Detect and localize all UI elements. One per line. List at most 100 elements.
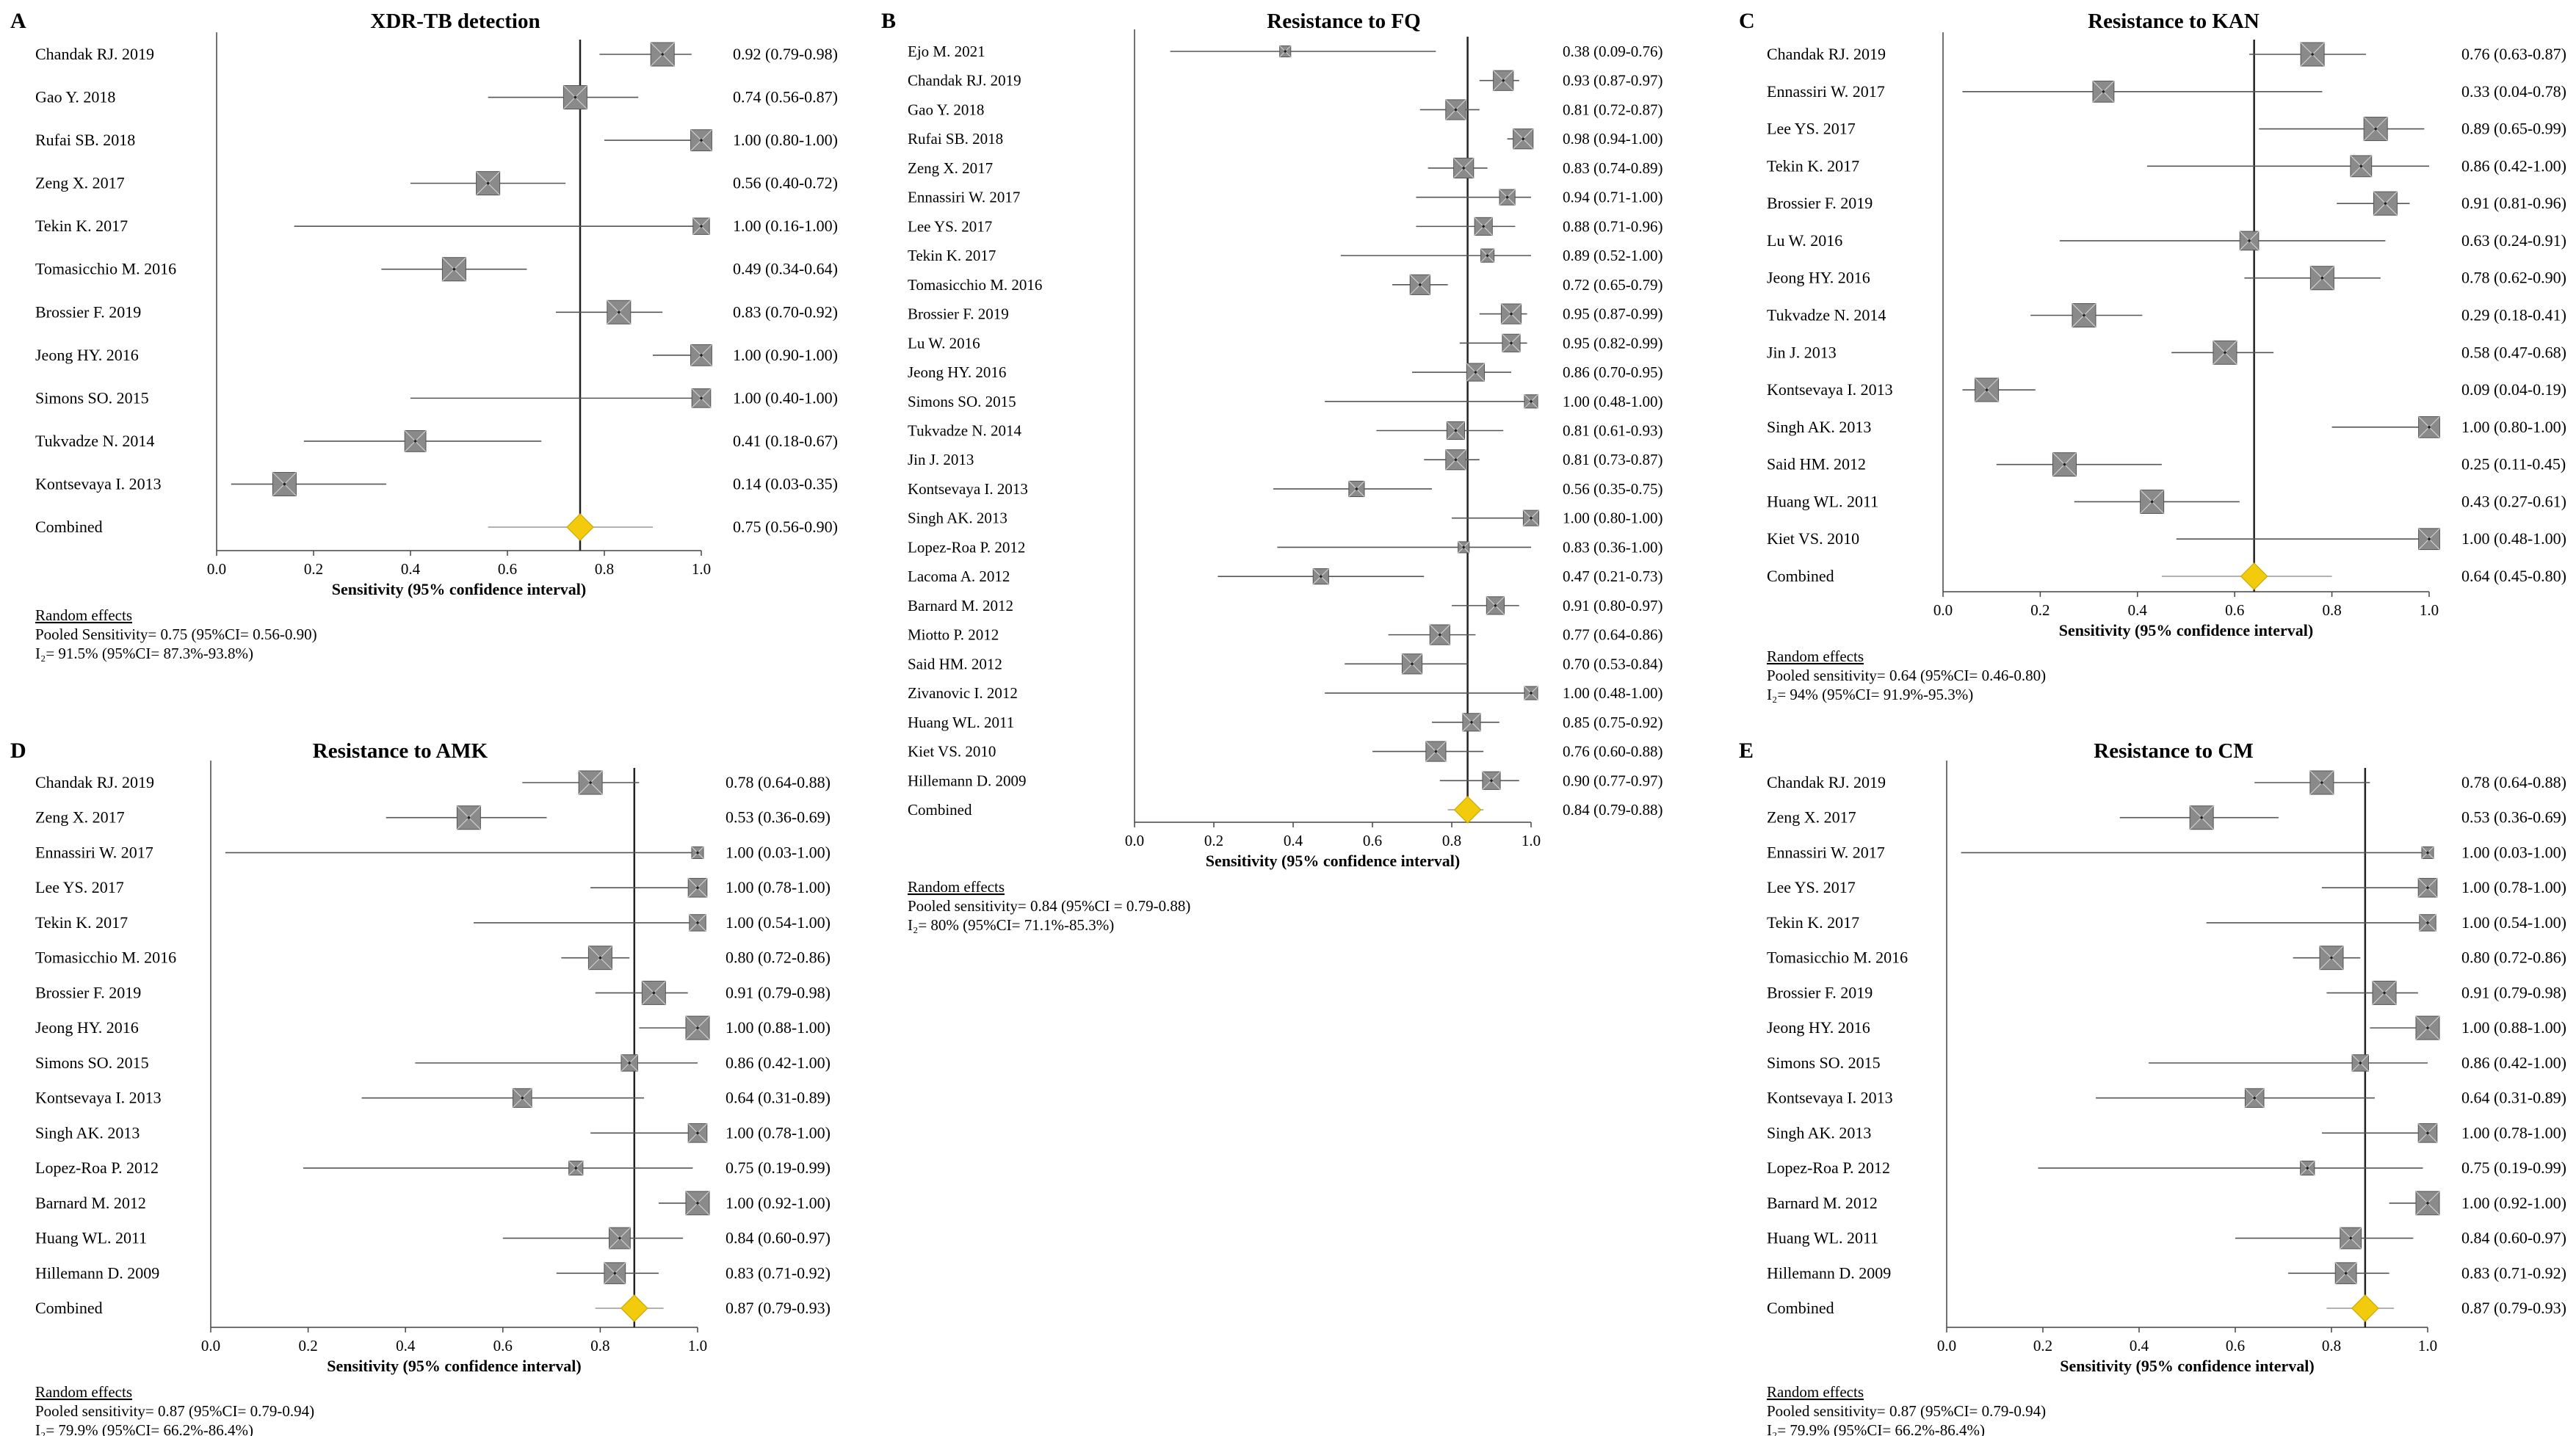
panel-title: XDR-TB detection [370,10,540,33]
study-row: Hillemann D. 2009 0.90 (0.77-0.97) [908,771,1663,790]
point-estimate-dot [2320,781,2323,784]
study-label: Singh AK. 2013 [35,1123,140,1142]
study-label: Gao Y. 2018 [908,101,984,118]
study-row: Chandak RJ. 2019 0.78 (0.64-0.88) [35,770,831,795]
ci-value: 0.95 (0.87-0.99) [1563,305,1663,323]
ci-value: 1.00 (0.16-1.00) [733,217,838,235]
study-row: Huang WL. 2011 0.85 (0.75-0.92) [908,713,1663,732]
ci-value: 0.58 (0.47-0.68) [2461,343,2566,361]
notes-heterogeneity: I₂= 91.5% (95%CI= 87.3%-93.8%) [35,645,253,662]
ci-value: 1.00 (0.90-1.00) [733,346,838,364]
point-estimate-dot [1502,79,1505,82]
x-tick-label: 0.6 [498,560,517,578]
combined-ci-value: 0.87 (0.79-0.93) [726,1299,831,1317]
point-estimate-dot [2344,1272,2348,1275]
ci-value: 0.83 (0.74-0.89) [1563,159,1663,177]
point-estimate-dot [1462,545,1465,549]
ci-value: 0.89 (0.65-0.99) [2461,120,2566,138]
ci-value: 1.00 (0.78-1.00) [2461,1123,2566,1142]
point-estimate-dot [467,816,471,819]
study-row: Ennassiri W. 2017 1.00 (0.03-1.00) [1767,843,2566,861]
point-estimate-dot [618,1236,621,1240]
ci-value: 0.76 (0.63-0.87) [2461,45,2566,63]
ci-value: 1.00 (0.88-1.00) [726,1018,831,1037]
study-row: Barnard M. 2012 1.00 (0.92-1.00) [35,1191,831,1216]
study-row: Tekin K. 2017 0.86 (0.42-1.00) [1767,155,2566,178]
study-label: Zeng X. 2017 [1767,808,1856,827]
study-label: Tomasicchio M. 2016 [908,276,1042,294]
ci-value: 0.80 (0.72-0.86) [726,949,831,967]
ci-value: 1.00 (0.80-1.00) [1563,510,1663,527]
ci-value: 1.00 (0.48-1.00) [2461,529,2566,548]
point-estimate-dot [2426,1131,2429,1135]
ci-value: 1.00 (0.78-1.00) [2461,878,2566,896]
point-estimate-dot [2330,956,2333,960]
study-row: Jeong HY. 2016 1.00 (0.88-1.00) [1767,1015,2566,1040]
point-estimate-dot [696,1131,699,1135]
study-label: Tekin K. 2017 [1767,913,1859,932]
study-row: Singh AK. 2013 1.00 (0.80-1.00) [1767,416,2566,438]
ci-value: 0.41 (0.18-0.67) [733,432,838,450]
ci-value: 0.75 (0.19-0.99) [2461,1158,2566,1177]
x-tick-label: 1.0 [1522,832,1541,849]
x-tick-label: 0.6 [2226,1337,2245,1355]
point-estimate-dot [700,225,703,228]
study-row: Said HM. 2012 0.25 (0.11-0.45) [1767,452,2566,477]
study-row: Simons SO. 2015 0.86 (0.42-1.00) [1767,1054,2566,1072]
study-label: Kontsevaya I. 2013 [1767,380,1893,399]
study-label: Zeng X. 2017 [908,159,993,177]
study-row: Ennassiri W. 2017 0.33 (0.04-0.78) [1767,80,2566,103]
panel-title: Resistance to KAN [2088,10,2260,33]
study-row: Miotto P. 2012 0.77 (0.64-0.86) [908,624,1663,645]
x-tick-label: 0.2 [298,1337,317,1355]
study-label: Ennassiri W. 2017 [908,189,1020,206]
study-label: Brossier F. 2019 [1767,983,1873,1001]
ci-value: 0.95 (0.82-0.99) [1563,334,1663,352]
ci-value: 0.88 (0.71-0.96) [1563,217,1663,235]
notes-heterogeneity: I₂= 94% (95%CI= 91.9%-95.3%) [1767,686,1973,703]
point-estimate-dot [2428,426,2431,429]
point-estimate-dot [283,482,286,486]
point-estimate-dot [2063,463,2066,466]
study-label: Lopez-Roa P. 2012 [908,538,1025,556]
point-estimate-dot [1454,429,1458,432]
ci-value: 0.76 (0.60-0.88) [1563,743,1663,761]
point-estimate-dot [1434,750,1438,753]
notes-heading: Random effects [35,1383,132,1401]
panel-a: A XDR-TB detection 0.0 0.2 0.4 0.6 0.8 1.0 Sensi… [10,9,838,662]
combined-diamond [566,513,594,541]
study-row: Rufai SB. 2018 1.00 (0.80-1.00) [35,129,838,151]
study-row: Tekin K. 2017 1.00 (0.54-1.00) [1767,913,2566,932]
study-row: Brossier F. 2019 0.91 (0.79-0.98) [35,980,831,1005]
ci-value: 1.00 (0.40-1.00) [733,388,838,407]
study-label: Zeng X. 2017 [35,174,125,192]
point-estimate-dot [2248,239,2251,242]
study-label: Tekin K. 2017 [35,913,128,932]
study-label: Chandak RJ. 2019 [1767,45,1886,63]
ci-value: 0.80 (0.72-0.86) [2461,949,2566,967]
x-tick-label: 0.0 [1937,1337,1956,1355]
x-tick-label: 0.6 [493,1337,513,1355]
point-estimate-dot [2426,921,2429,924]
point-estimate-dot [2428,537,2431,541]
notes-pooled: Pooled sensitivity= 0.64 (95%CI= 0.46-0.… [1767,667,2046,684]
study-label: Zeng X. 2017 [35,808,125,827]
x-tick-label: 1.0 [2420,601,2439,619]
study-label: Kontsevaya I. 2013 [1767,1089,1893,1107]
ci-value: 0.86 (0.42-1.00) [2461,156,2566,175]
ci-value: 0.77 (0.64-0.86) [1563,626,1663,644]
x-tick-label: 0.8 [595,560,614,578]
point-estimate-dot [2426,851,2429,855]
study-label: Tukvadze N. 2014 [1767,306,1886,324]
study-row: Singh AK. 2013 1.00 (0.80-1.00) [908,510,1663,527]
ci-value: 0.43 (0.27-0.61) [2461,492,2566,510]
study-label: Kontsevaya I. 2013 [35,474,162,493]
point-estimate-dot [1355,487,1358,490]
study-label: Miotto P. 2012 [908,626,999,644]
point-estimate-dot [2224,351,2226,355]
ci-value: 1.00 (0.54-1.00) [2461,913,2566,932]
study-row: Simons SO. 2015 0.86 (0.42-1.00) [35,1054,831,1072]
point-estimate-dot [1510,312,1513,316]
point-estimate-dot [2359,164,2363,168]
